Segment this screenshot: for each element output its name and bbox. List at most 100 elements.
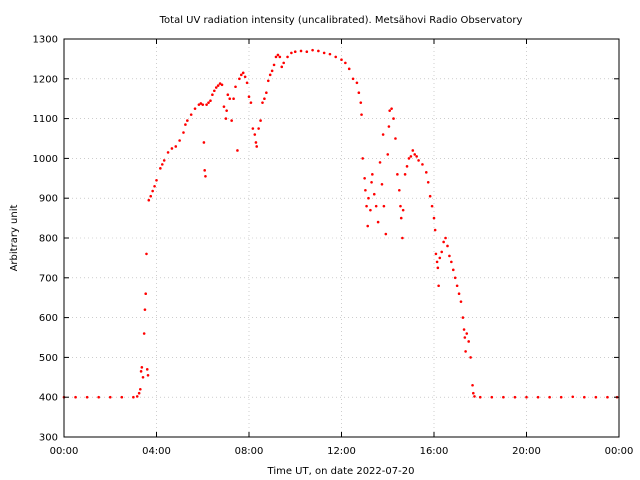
data-point — [448, 254, 451, 258]
x-axis-label: Time UT, on date 2022-07-20 — [267, 466, 415, 477]
y-tick-label: 1100 — [33, 114, 58, 125]
data-point — [141, 376, 145, 379]
data-point — [396, 173, 399, 176]
data-point — [266, 79, 270, 83]
data-point — [384, 232, 388, 236]
data-point — [199, 102, 203, 105]
data-point — [236, 149, 239, 152]
data-point — [433, 228, 437, 232]
data-point — [417, 159, 420, 162]
data-point — [359, 101, 363, 104]
data-point — [178, 139, 181, 142]
data-point — [347, 67, 351, 71]
data-point — [203, 169, 206, 172]
data-point — [594, 395, 598, 399]
data-points — [62, 48, 619, 399]
data-point — [606, 395, 609, 399]
data-point — [450, 260, 453, 264]
data-point — [461, 316, 465, 319]
data-point — [398, 188, 401, 192]
data-point — [571, 395, 575, 399]
data-point — [390, 107, 393, 110]
data-point — [344, 61, 347, 65]
y-tick-label: 700 — [39, 273, 58, 284]
data-point — [149, 194, 153, 198]
data-point — [159, 167, 162, 170]
data-point — [261, 101, 264, 104]
data-point — [421, 163, 424, 166]
data-point — [145, 368, 149, 371]
data-point — [372, 192, 376, 196]
data-point — [268, 73, 272, 77]
data-point — [437, 284, 440, 288]
data-point — [253, 133, 257, 136]
x-axis: 00:00 04:00 08:00 12:00 16:00 20:00 00:00 — [50, 39, 633, 457]
data-point — [254, 141, 258, 144]
data-point — [280, 65, 284, 69]
data-point — [409, 155, 413, 158]
data-point — [282, 61, 285, 65]
data-point — [201, 103, 205, 106]
data-point — [464, 350, 467, 353]
data-point — [226, 93, 230, 97]
y-tick-label: 900 — [39, 194, 58, 205]
data-point — [357, 91, 361, 95]
data-point — [259, 119, 262, 122]
data-point — [367, 196, 370, 200]
data-point — [108, 395, 112, 399]
data-point — [407, 157, 411, 160]
data-point — [222, 105, 226, 108]
data-point — [202, 141, 206, 144]
data-point — [536, 395, 540, 399]
data-point — [263, 97, 266, 100]
data-point — [463, 336, 467, 339]
data-point — [245, 81, 249, 85]
data-point — [142, 332, 146, 335]
data-point — [490, 395, 494, 399]
data-point — [386, 153, 390, 156]
data-point — [213, 89, 216, 93]
y-axis: 300 400 500 600 700 800 900 1000 1100 1200 1300 — [33, 35, 619, 444]
data-point — [365, 204, 368, 208]
data-point — [340, 58, 343, 61]
data-point — [438, 256, 442, 260]
data-point — [144, 292, 148, 296]
data-point — [467, 340, 470, 343]
data-point — [559, 395, 563, 399]
data-point — [435, 260, 439, 264]
data-point — [85, 395, 89, 399]
data-point — [525, 395, 528, 399]
data-point — [293, 50, 297, 54]
data-point — [251, 127, 255, 130]
data-point — [218, 82, 222, 85]
data-point — [207, 101, 210, 104]
data-point — [360, 113, 363, 116]
data-point — [170, 147, 174, 150]
data-point — [351, 77, 355, 81]
data-point — [211, 93, 214, 97]
data-point — [232, 97, 235, 100]
data-point — [234, 85, 237, 89]
y-tick-label: 800 — [39, 234, 58, 245]
data-point — [139, 370, 143, 373]
data-point — [155, 178, 158, 182]
data-point — [462, 328, 466, 331]
data-point — [478, 395, 482, 399]
data-point — [224, 117, 228, 120]
y-tick-label: 500 — [39, 353, 58, 364]
y-axis-label: Arbitrary unit — [9, 205, 20, 272]
data-point — [513, 395, 517, 399]
data-point — [401, 236, 404, 240]
data-point — [145, 252, 148, 256]
data-point — [97, 395, 100, 399]
data-point — [74, 395, 77, 399]
data-point — [135, 395, 139, 398]
data-point — [369, 208, 372, 212]
data-point — [147, 198, 151, 202]
plot-frame — [63, 38, 620, 438]
data-point — [548, 395, 551, 399]
data-point — [239, 73, 243, 77]
data-point — [146, 374, 150, 377]
y-tick-label: 300 — [39, 433, 58, 444]
